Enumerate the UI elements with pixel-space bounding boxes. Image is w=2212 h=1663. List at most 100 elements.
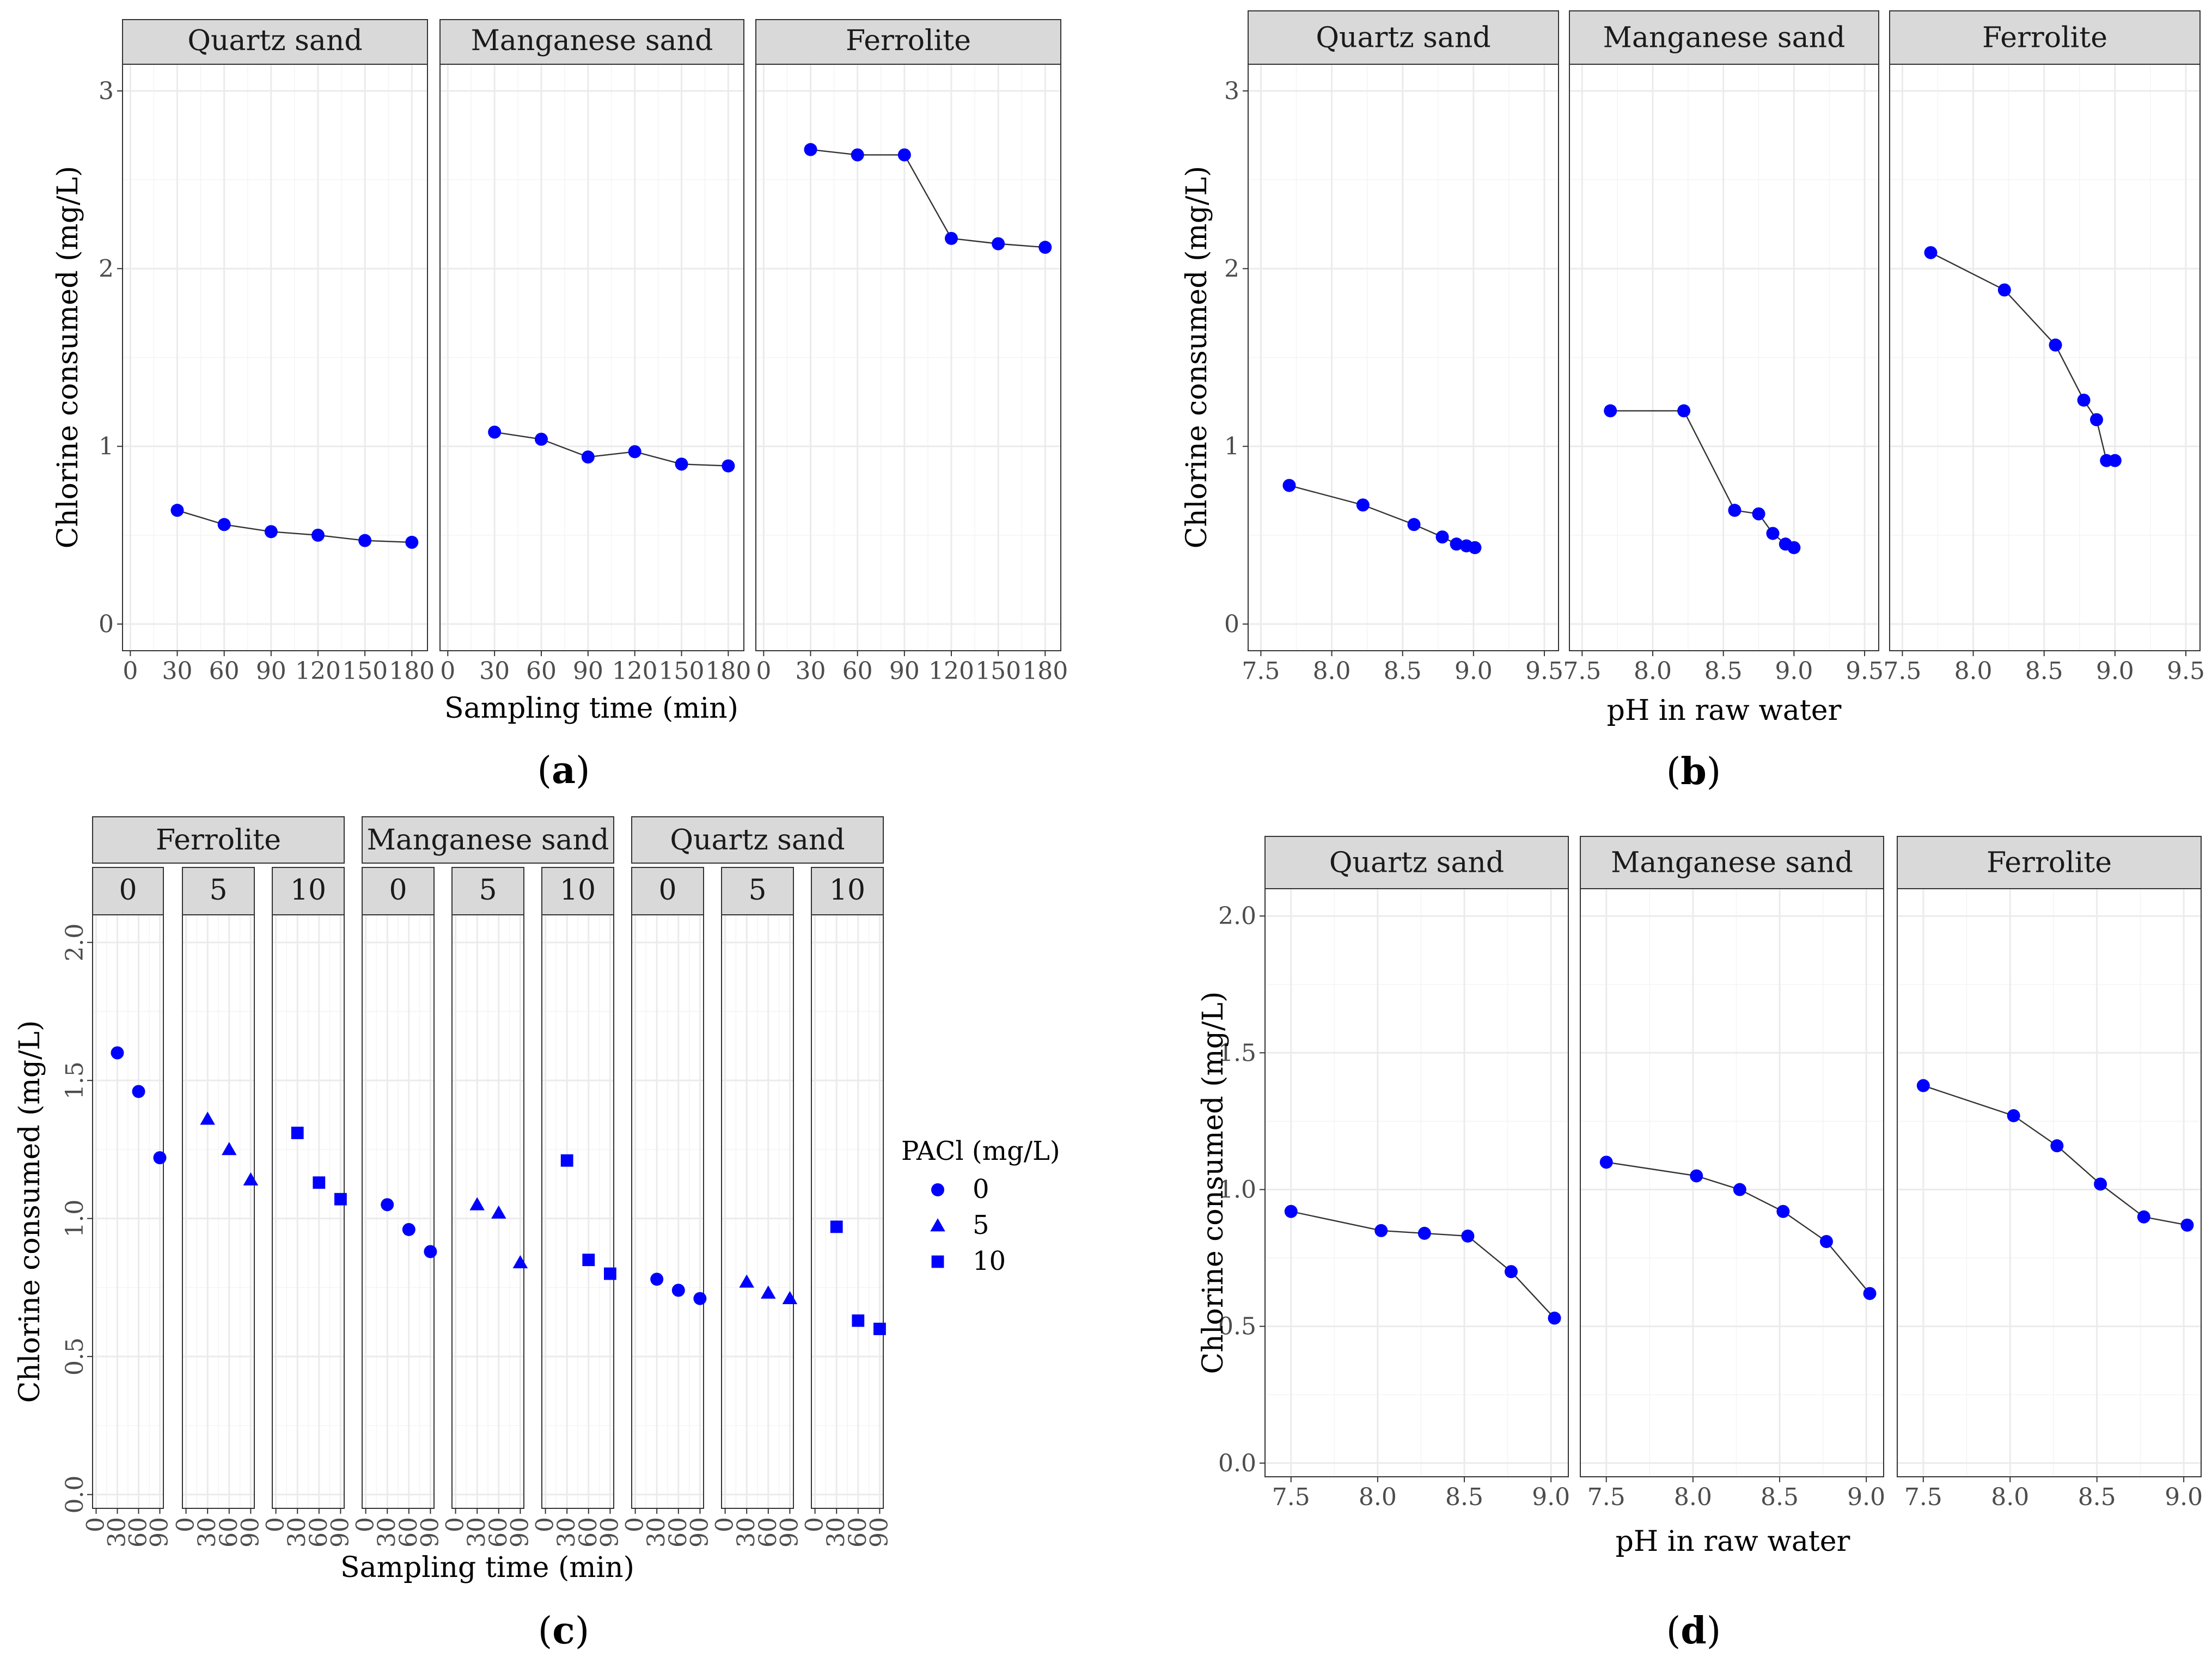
x-tick-label: 120 xyxy=(612,657,658,685)
facet-strip-label: Ferrolite xyxy=(1982,22,2107,54)
facet-d-1: Manganese sand 7.5 8.0 8.5 9.0 xyxy=(1580,836,1885,1511)
data-point xyxy=(1924,246,1938,259)
y-tick-label: 0 xyxy=(99,610,114,638)
x-tick-label: 0 xyxy=(531,1517,559,1532)
x-tick-label: 7.5 xyxy=(1883,657,1921,685)
legend-entry-label: 0 xyxy=(973,1174,989,1205)
facet-strip-label: 5 xyxy=(748,874,766,907)
data-point xyxy=(581,450,595,464)
facet-strip-label: Quartz sand xyxy=(1329,846,1504,879)
x-tick-label: 150 xyxy=(342,657,388,685)
x-tick-label: 8.5 xyxy=(1704,657,1743,685)
data-point xyxy=(1733,1183,1746,1196)
data-point xyxy=(200,1111,215,1125)
x-tick-label: 90 xyxy=(506,1517,534,1548)
data-point xyxy=(2094,1177,2107,1191)
x-tick-label: 30 xyxy=(553,1517,581,1548)
x-tick-label: 90 xyxy=(146,1517,174,1548)
data-point xyxy=(381,1198,394,1212)
x-tick-label: 8.0 xyxy=(1674,1483,1712,1511)
data-point xyxy=(582,1254,595,1267)
facet-strip-label: Ferrolite xyxy=(846,25,971,57)
facet-strip-label: Ferrolite xyxy=(1987,846,2112,879)
x-tick-label: 30 xyxy=(732,1517,760,1548)
data-point xyxy=(358,534,372,547)
series-line xyxy=(1923,1085,2187,1226)
data-point xyxy=(2090,413,2103,426)
panel-border xyxy=(755,64,1061,651)
data-point xyxy=(851,148,864,162)
data-point xyxy=(1604,404,1617,418)
data-point xyxy=(1450,537,1463,551)
panel-border xyxy=(1264,888,1569,1477)
legend-key-circle xyxy=(931,1183,944,1196)
x-tick-label: 8.0 xyxy=(1634,657,1672,685)
y-axis-title: Chlorine consumed (mg/L) xyxy=(1181,166,1213,549)
y-tick-label: 1.0 xyxy=(1218,1176,1256,1204)
data-point xyxy=(1787,541,1801,554)
facet-b-0: Quartz sand 7.5 8.0 8.5 9.0 9.5 xyxy=(1242,10,1563,685)
facet-b-1: Manganese sand 7.5 8.0 8.5 9.0 9.5 xyxy=(1563,10,1884,685)
facet-strip-label: Manganese sand xyxy=(471,25,713,57)
data-point xyxy=(405,535,419,549)
x-tick-label: 60 xyxy=(395,1517,423,1548)
x-tick-label: 150 xyxy=(659,657,705,685)
data-point xyxy=(313,1176,326,1189)
data-point xyxy=(1548,1311,1561,1325)
facet-a-1: Manganese sand 0 30 60 90 120 150 180 xyxy=(439,19,751,685)
data-point xyxy=(512,1255,528,1269)
x-tick-label: 9.0 xyxy=(1775,657,1813,685)
facet-group-label: Ferrolite xyxy=(156,824,281,857)
data-point xyxy=(491,1205,506,1219)
data-point xyxy=(830,1220,843,1233)
series-line xyxy=(177,510,412,543)
data-point xyxy=(873,1323,886,1335)
x-tick-label: 60 xyxy=(575,1517,602,1548)
data-point xyxy=(1468,541,1482,554)
x-tick-label: 0 xyxy=(442,1517,469,1532)
x-tick-label: 180 xyxy=(1022,657,1068,685)
data-point xyxy=(1504,1265,1518,1279)
x-tick-label: 9.0 xyxy=(1532,1483,1570,1511)
data-point xyxy=(2077,393,2091,407)
data-point xyxy=(334,1193,347,1206)
panel-label-paren-open: ( xyxy=(1666,750,1681,793)
x-tick-label: 30 xyxy=(643,1517,670,1548)
data-point xyxy=(650,1273,664,1286)
facet-strip xyxy=(755,19,1061,65)
x-tick-label: 0 xyxy=(82,1517,110,1532)
panel-label-letter: b xyxy=(1681,750,1707,793)
y-tick-label: 3 xyxy=(1224,77,1239,105)
panel-border xyxy=(362,914,435,1509)
x-tick-label: 7.5 xyxy=(1272,1483,1310,1511)
data-point xyxy=(992,237,1005,250)
data-point xyxy=(217,518,231,531)
y-tick-label: 0.5 xyxy=(61,1337,89,1375)
x-tick-label: 60 xyxy=(842,657,873,685)
x-axis-title: pH in raw water xyxy=(1616,1525,1850,1558)
data-point xyxy=(469,1197,485,1210)
facet-group-strip xyxy=(631,816,884,864)
x-tick-label: 30 xyxy=(103,1517,131,1548)
panel-label-letter: a xyxy=(552,749,576,792)
facet-group-strip xyxy=(362,816,614,864)
data-point xyxy=(1038,241,1052,254)
x-tick-label: 0 xyxy=(262,1517,290,1532)
x-tick-label: 30 xyxy=(822,1517,850,1548)
panel-border xyxy=(182,914,255,1509)
panel-label-letter: d xyxy=(1681,1609,1707,1653)
facet-strip xyxy=(541,867,614,915)
panel-label-b: (b) xyxy=(1666,750,1721,793)
x-tick-label: 90 xyxy=(775,1517,803,1548)
data-point xyxy=(311,528,325,542)
panel-border xyxy=(1897,888,2202,1477)
x-tick-label: 0 xyxy=(123,657,138,685)
x-tick-label: 180 xyxy=(389,657,435,685)
facet-strip xyxy=(122,19,428,65)
facet-strip-label: Manganese sand xyxy=(1603,22,1846,54)
